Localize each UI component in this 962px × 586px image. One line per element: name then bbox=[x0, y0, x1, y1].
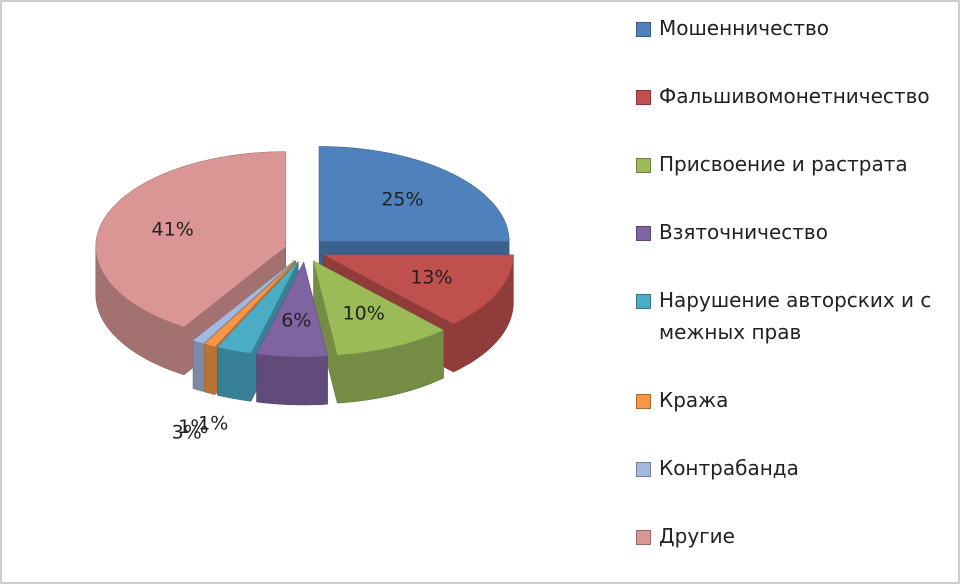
legend-swatch bbox=[636, 90, 651, 105]
legend-label: Нарушение авторских и смежных прав bbox=[659, 288, 932, 344]
legend-label: Взяточничество bbox=[659, 220, 828, 244]
legend-swatch bbox=[636, 530, 651, 545]
legend-swatch bbox=[636, 462, 651, 477]
legend-label: Фальшивомонетничество bbox=[659, 84, 930, 108]
legend: Мошенничество Фальшивомонетничество Присво… bbox=[636, 12, 936, 552]
legend-label: Присвоение и растрата bbox=[659, 152, 908, 176]
data-label: 1% bbox=[178, 416, 208, 438]
legend-label: Кража bbox=[659, 388, 729, 412]
data-label: 3% bbox=[172, 422, 202, 444]
slice-top bbox=[216, 261, 299, 354]
legend-item: Нарушение авторских и смежных прав bbox=[636, 284, 936, 348]
legend-item: Взяточничество bbox=[636, 216, 936, 248]
slice-top bbox=[95, 151, 287, 328]
data-label: 13% bbox=[410, 267, 452, 289]
data-label: 25% bbox=[381, 188, 423, 210]
legend-label: Другие bbox=[659, 524, 735, 548]
slice-top bbox=[203, 260, 297, 347]
data-label: 6% bbox=[281, 309, 311, 331]
legend-label: Контрабанда bbox=[659, 456, 799, 480]
data-label: 10% bbox=[343, 303, 385, 325]
legend-item: Фальшивомонетничество bbox=[636, 80, 936, 112]
legend-swatch bbox=[636, 294, 651, 309]
slice-top bbox=[318, 146, 510, 242]
legend-swatch bbox=[636, 226, 651, 241]
pie-slice bbox=[256, 261, 328, 406]
pie-slice bbox=[318, 146, 510, 290]
legend-swatch bbox=[636, 394, 651, 409]
slice-top bbox=[323, 254, 514, 325]
data-label: 1% bbox=[198, 413, 228, 435]
legend-swatch bbox=[636, 22, 651, 37]
legend-item: Контрабанда bbox=[636, 452, 936, 484]
legend-label: Мошенничество bbox=[659, 16, 830, 40]
slice-top bbox=[313, 260, 445, 356]
legend-item: Мошенничество bbox=[636, 12, 936, 44]
pie-slice bbox=[323, 254, 514, 373]
legend-item: Присвоение и растрата bbox=[636, 148, 936, 180]
slice-top bbox=[256, 261, 328, 358]
legend-item: Кража bbox=[636, 384, 936, 416]
slice-top bbox=[192, 260, 295, 344]
pie-slice bbox=[313, 260, 445, 404]
legend-swatch bbox=[636, 158, 651, 173]
legend-item: Другие bbox=[636, 520, 936, 552]
data-label: 41% bbox=[152, 219, 194, 241]
